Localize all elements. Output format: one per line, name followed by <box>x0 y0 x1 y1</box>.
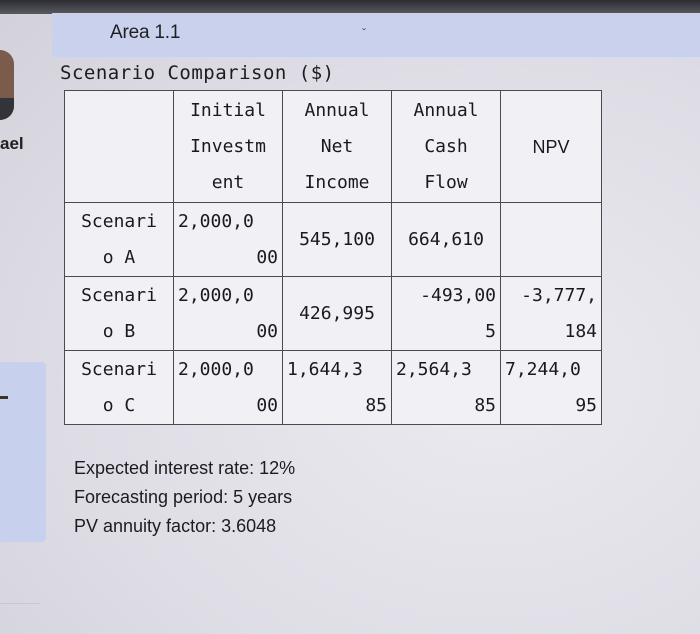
table-row: Scenari o B 2,000,0 00 426,995 -493,00 5… <box>64 276 602 351</box>
npv-cell: -3,777, 184 <box>500 276 602 351</box>
header-empty-cell <box>64 90 174 203</box>
net-income-cell: 545,100 <box>282 202 392 277</box>
sidebar-dash <box>0 396 8 399</box>
scenario-table: Initial Investm ent Annual Net Income An… <box>64 90 602 425</box>
cell-line: 95 <box>575 394 597 416</box>
row-label-line: o C <box>102 394 136 416</box>
header-npv: NPV <box>500 90 602 203</box>
row-label: Scenari o A <box>64 202 174 277</box>
cell-line: -3,777, <box>521 284 597 306</box>
header-line: Investm <box>190 135 266 157</box>
initial-investment-cell: 2,000,0 00 <box>173 276 283 351</box>
avatar-shirt <box>0 98 14 120</box>
cell-line: 00 <box>256 394 278 416</box>
header-line: Annual <box>413 99 479 121</box>
row-label-line: o B <box>102 320 136 342</box>
cell-line: 00 <box>256 246 278 268</box>
assumption-notes: Expected interest rate: 12% Forecasting … <box>74 454 295 541</box>
cell-line: 00 <box>256 320 278 342</box>
initial-investment-cell: 2,000,0 00 <box>173 350 283 425</box>
cash-flow-cell: 2,564,3 85 <box>391 350 501 425</box>
interest-rate-note: Expected interest rate: 12% <box>74 458 296 478</box>
header-initial-investment: Initial Investm ent <box>173 90 283 203</box>
cell-line: 85 <box>474 394 496 416</box>
cell-line: 7,244,0 <box>505 358 581 380</box>
cell-line: 85 <box>365 394 387 416</box>
row-label: Scenari o C <box>64 350 174 425</box>
forecasting-period-note: Forecasting period: 5 years <box>74 487 293 507</box>
table-title: Scenario Comparison ($) <box>60 62 335 84</box>
row-label: Scenari o B <box>64 276 174 351</box>
header-line: Flow <box>424 171 468 193</box>
avatar[interactable] <box>0 50 14 120</box>
cell-line: 5 <box>485 320 496 342</box>
npv-cell <box>500 202 602 277</box>
header-line: Income <box>304 171 370 193</box>
row-label-line: o A <box>102 246 136 268</box>
cell-line: 2,564,3 <box>396 358 472 380</box>
header-line: Initial <box>190 99 266 121</box>
table-row: Scenari o C 2,000,0 00 1,644,3 85 2,564,… <box>64 350 602 425</box>
cell-line: 2,000,0 <box>178 358 254 380</box>
row-label-line: Scenari <box>81 358 157 380</box>
header-line: Net <box>320 135 354 157</box>
header-line: Cash <box>424 135 468 157</box>
area-header-bar <box>52 13 700 57</box>
initial-investment-cell: 2,000,0 00 <box>173 202 283 277</box>
table-header-row: Initial Investm ent Annual Net Income An… <box>64 90 602 203</box>
cell-line: -493,00 <box>420 284 496 306</box>
screen-top-edge <box>0 0 700 14</box>
net-income-cell: 426,995 <box>282 276 392 351</box>
divider <box>0 603 40 604</box>
cell-line: 2,000,0 <box>178 210 254 232</box>
check-mark-icon: ˇ <box>362 26 366 40</box>
cell-line: 184 <box>564 320 597 342</box>
row-label-line: Scenari <box>81 284 157 306</box>
header-line: ent <box>211 171 245 193</box>
npv-cell: 7,244,0 95 <box>500 350 602 425</box>
annuity-factor-note: PV annuity factor: 3.6048 <box>74 516 277 536</box>
net-income-cell: 1,644,3 85 <box>282 350 392 425</box>
area-title: Area 1.1 <box>110 22 181 43</box>
row-label-line: Scenari <box>81 210 157 232</box>
cell-line: 2,000,0 <box>178 284 254 306</box>
sidebar-panel[interactable] <box>0 362 46 542</box>
cash-flow-cell: -493,00 5 <box>391 276 501 351</box>
table-row: Scenari o A 2,000,0 00 545,100 664,610 <box>64 202 602 277</box>
cash-flow-cell: 664,610 <box>391 202 501 277</box>
sidebar-user-name[interactable]: ael <box>0 134 24 153</box>
header-line: Annual <box>304 99 370 121</box>
header-annual-net-income: Annual Net Income <box>282 90 392 203</box>
cell-line: 1,644,3 <box>287 358 363 380</box>
header-annual-cash-flow: Annual Cash Flow <box>391 90 501 203</box>
